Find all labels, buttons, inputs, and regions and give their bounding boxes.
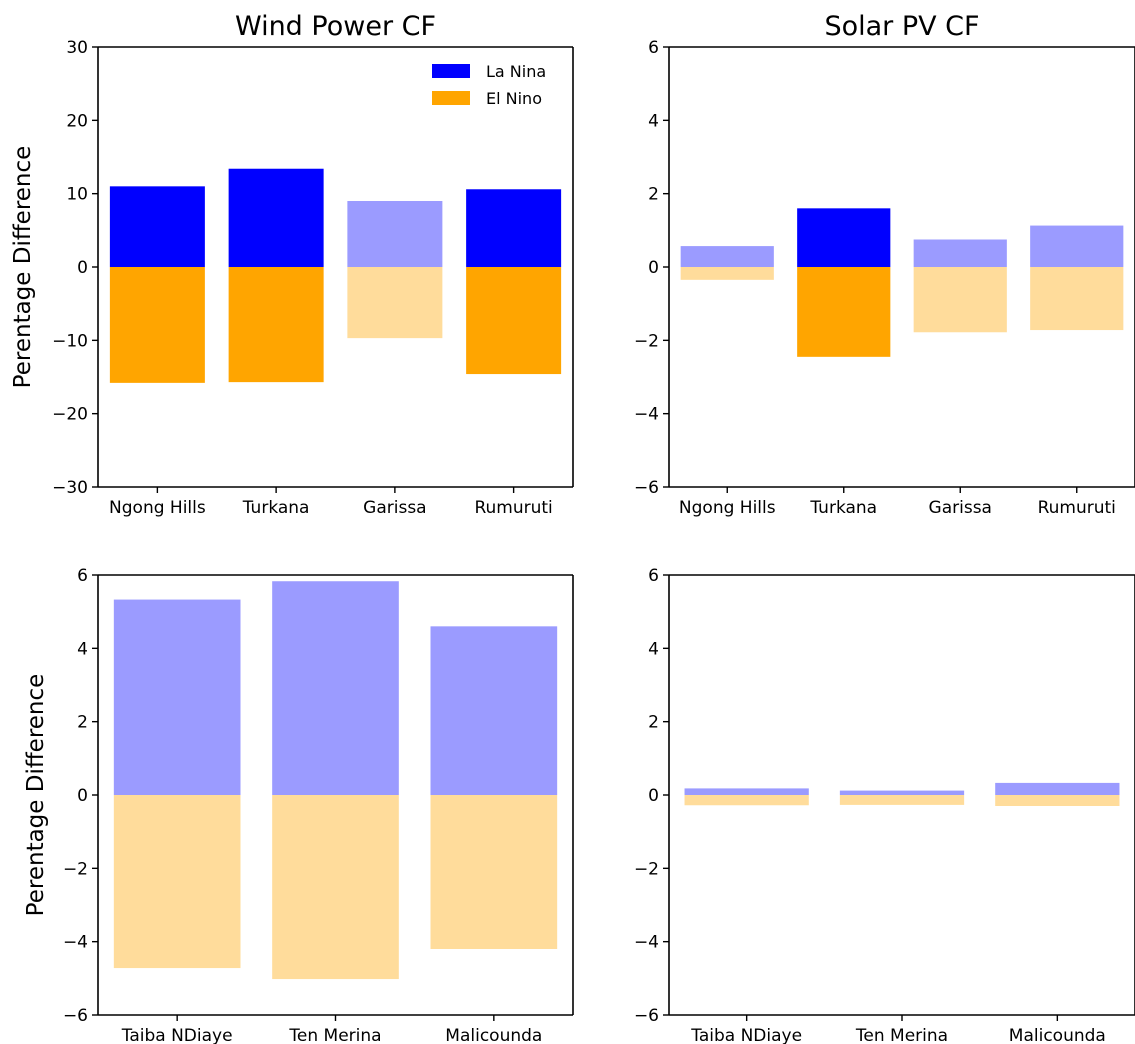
la-nina-bar-4: [1030, 225, 1124, 267]
el-nino-bar-1: [684, 795, 809, 806]
el-nino-bar-3: [913, 267, 1007, 333]
x-tick-label: Ngong Hills: [679, 498, 776, 518]
y-axis-label: Perentage Difference: [23, 674, 49, 917]
y-tick-label: 10: [66, 185, 88, 205]
y-tick-label: 20: [66, 111, 88, 131]
y-axis-label: Perentage Difference: [10, 146, 36, 389]
y-tick-label: 6: [648, 566, 659, 586]
y-tick-label: −2: [634, 859, 659, 879]
panel-wind-kenya: −30 −20 −10 0 10 20 30 Ngong Hills Turkana Gariss…: [10, 11, 574, 518]
la-nina-bar-3: [430, 626, 558, 795]
la-nina-bar-1: [680, 246, 774, 267]
y-tick-label: −10: [52, 331, 88, 351]
panel-solar-senegal: −6 −4 −2 0 2 4 6 Taiba NDiaye Ten Merina Malicoun…: [634, 566, 1135, 1044]
y-tick-label: −6: [63, 1006, 88, 1026]
la-nina-bar-2: [839, 790, 965, 795]
el-nino-bar-3: [995, 795, 1120, 806]
x-tick-label: Garissa: [363, 498, 426, 518]
legend: La Nina El Nino: [432, 62, 546, 108]
y-tick-label: 4: [648, 639, 659, 659]
legend-label-el-nino: El Nino: [486, 89, 542, 108]
y-tick-label: −4: [634, 933, 659, 953]
y-tick-label: 4: [77, 639, 88, 659]
chart-title: Wind Power CF: [235, 11, 436, 42]
la-nina-bar-3: [913, 239, 1007, 267]
legend-label-la-nina: La Nina: [486, 62, 546, 81]
la-nina-bar-1: [113, 599, 241, 795]
y-tick-label: 2: [648, 713, 659, 733]
x-tick-label: Turkana: [809, 498, 877, 518]
el-nino-bar-2: [272, 795, 399, 980]
y-tick-label: −6: [634, 1006, 659, 1026]
el-nino-bar-2: [228, 267, 324, 383]
panel-wind-senegal: −6 −4 −2 0 2 4 6 Taiba NDiaye Ten Merina Malicoun…: [23, 566, 574, 1044]
x-tick-label: Rumuruti: [1038, 498, 1116, 518]
el-nino-bar-1: [113, 795, 241, 969]
el-nino-bar-2: [839, 795, 965, 805]
x-tick-label: Malicounda: [1009, 1026, 1106, 1044]
la-nina-bar-4: [466, 189, 562, 267]
x-tick-label: Malicounda: [445, 1026, 542, 1044]
la-nina-bar-3: [347, 201, 443, 267]
el-nino-bar-3: [430, 795, 558, 949]
y-tick-label: 0: [77, 258, 88, 278]
y-tick-label: 6: [77, 566, 88, 586]
legend-swatch-el-nino: [432, 91, 470, 105]
el-nino-bar-2: [797, 267, 891, 357]
el-nino-bar-4: [1030, 267, 1124, 331]
chart-title: Solar PV CF: [824, 11, 979, 42]
x-tick-label: Turkana: [242, 498, 310, 518]
y-tick-label: 6: [648, 38, 659, 58]
la-nina-bar-2: [797, 208, 891, 267]
la-nina-bar-1: [684, 788, 809, 795]
y-tick-label: 0: [648, 258, 659, 278]
y-tick-label: 30: [66, 38, 88, 58]
y-tick-label: −30: [52, 478, 88, 498]
legend-swatch-la-nina: [432, 64, 470, 78]
el-nino-bar-1: [109, 267, 205, 383]
el-nino-bar-4: [466, 267, 562, 375]
y-tick-label: 4: [648, 111, 659, 131]
x-tick-label: Ten Merina: [288, 1026, 381, 1044]
x-tick-label: Rumuruti: [474, 498, 552, 518]
la-nina-bar-2: [228, 168, 324, 267]
y-tick-label: −6: [634, 478, 659, 498]
la-nina-bar-3: [995, 782, 1120, 795]
el-nino-bar-3: [347, 267, 443, 339]
x-tick-label: Garissa: [929, 498, 992, 518]
x-tick-label: Taiba NDiaye: [121, 1026, 233, 1044]
y-tick-label: 0: [648, 786, 659, 806]
y-tick-label: 2: [77, 713, 88, 733]
el-nino-bar-1: [680, 267, 774, 280]
y-tick-label: −20: [52, 405, 88, 425]
y-tick-label: 2: [648, 185, 659, 205]
y-tick-label: −2: [634, 331, 659, 351]
panel-solar-kenya: −6 −4 −2 0 2 4 6 Ngong Hills Turkana Garissa Rumur…: [634, 11, 1135, 518]
y-tick-label: −2: [63, 859, 88, 879]
y-tick-label: −4: [634, 405, 659, 425]
la-nina-bar-2: [272, 581, 399, 795]
x-tick-label: Ngong Hills: [109, 498, 206, 518]
y-tick-label: 0: [77, 786, 88, 806]
x-tick-label: Taiba NDiaye: [690, 1026, 802, 1044]
y-tick-label: −4: [63, 933, 88, 953]
la-nina-bar-1: [109, 186, 205, 267]
x-tick-label: Ten Merina: [855, 1026, 948, 1044]
